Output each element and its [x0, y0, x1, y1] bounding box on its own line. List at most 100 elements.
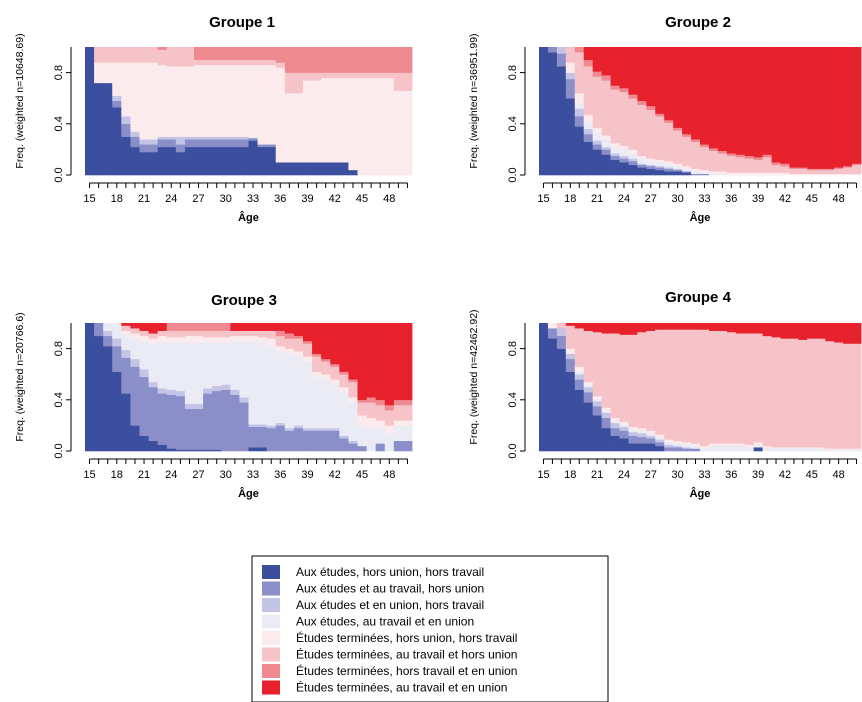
bar-segment — [852, 47, 862, 164]
bar-segment — [610, 435, 620, 452]
bar-segment — [574, 116, 585, 127]
bar-segment — [852, 343, 862, 449]
bar-segment — [339, 162, 349, 176]
bar-segment — [726, 172, 737, 176]
bar-segment — [266, 64, 277, 145]
bar-segment — [393, 425, 404, 442]
bar-segment — [655, 166, 665, 168]
bar-segment — [628, 435, 638, 444]
bar-segment — [212, 323, 222, 331]
bar-segment — [628, 158, 638, 162]
bar-segment — [682, 444, 692, 448]
bar-segment — [348, 379, 358, 383]
bar-segment — [601, 146, 611, 150]
bar-segment — [357, 402, 367, 416]
bar-segment — [148, 47, 159, 63]
bar-segment — [321, 379, 331, 429]
bar-segment — [691, 139, 701, 143]
bar-segment — [121, 393, 131, 452]
bar-segment — [852, 173, 862, 176]
bar-segment — [592, 331, 603, 397]
bar-segment — [547, 338, 558, 452]
bar-segment — [303, 323, 313, 342]
bar-segment — [852, 164, 862, 175]
bar-segment — [753, 159, 764, 173]
bar-segment — [130, 47, 140, 63]
bar-segment — [121, 330, 131, 335]
bar-segment — [194, 335, 204, 343]
bar-segment — [789, 448, 799, 452]
bar-segment — [610, 143, 620, 148]
bar-segment — [780, 163, 790, 167]
bar-segment — [212, 64, 222, 137]
bar-segment — [619, 430, 629, 439]
x-tick-label: 45 — [806, 193, 818, 205]
legend-label: Études terminées, hors union, hors trava… — [296, 630, 517, 645]
bar-segment — [682, 168, 692, 172]
bar-segment — [592, 47, 603, 72]
legend-swatch — [262, 631, 280, 645]
bar-segment — [248, 64, 258, 139]
bar-segment — [807, 47, 817, 169]
bar-segment — [248, 137, 258, 141]
bar-segment — [708, 150, 719, 172]
bar-segment — [583, 392, 594, 403]
bar-segment — [212, 330, 222, 338]
bar-segment — [834, 448, 844, 451]
bar-segment — [726, 153, 737, 157]
bar-segment — [357, 399, 367, 403]
bar-segment — [717, 445, 728, 452]
bar-segment — [121, 325, 131, 331]
bar-segment — [610, 427, 620, 436]
bar-segment — [807, 448, 817, 452]
bar-segment — [798, 323, 808, 340]
bar-segment — [112, 95, 122, 102]
bar-segment — [771, 47, 781, 163]
x-tick-label: 39 — [301, 469, 313, 481]
bar-segment — [700, 47, 710, 145]
bar-segment — [574, 93, 585, 104]
bar-segment — [726, 47, 737, 154]
bar-segment — [592, 323, 603, 333]
bar-segment — [194, 146, 204, 176]
bar-segment — [339, 47, 349, 73]
bar-segment — [592, 406, 603, 416]
bar-segment — [556, 47, 567, 54]
bar-segment — [94, 47, 104, 63]
bar-segment — [565, 323, 576, 326]
x-tick-label: 27 — [192, 193, 204, 205]
bar-segment — [230, 323, 240, 331]
bar-segment — [771, 447, 781, 449]
bar-segment — [601, 139, 611, 148]
bar-segment — [184, 47, 195, 67]
bar-segment — [130, 146, 140, 176]
bar-segment — [121, 116, 131, 125]
bar-segment — [266, 146, 277, 176]
x-tick-label: 15 — [537, 469, 549, 481]
bar-segment — [753, 323, 764, 334]
bar-segment — [592, 398, 603, 402]
bar-segment — [717, 150, 728, 154]
bar-segment — [655, 436, 665, 440]
bar-segment — [121, 136, 131, 176]
bar-segment — [375, 427, 386, 444]
bar-segment — [184, 335, 195, 343]
bar-segment — [691, 329, 701, 444]
bar-segment — [257, 64, 268, 145]
bar-segment — [339, 435, 349, 439]
bar-segment — [203, 323, 213, 331]
bar-segment — [691, 171, 701, 175]
x-axis-label: Âge — [690, 487, 711, 500]
bar-segment — [735, 323, 746, 334]
y-tick-label: 0.8 — [507, 341, 519, 356]
bar-segment — [203, 146, 213, 176]
bar-segment — [212, 47, 222, 61]
bar-segment — [628, 153, 638, 159]
bar-segment — [717, 47, 728, 151]
bar-segment — [366, 77, 377, 176]
bar-segment — [266, 59, 277, 66]
bar-segment — [312, 427, 322, 431]
bar-segment — [384, 425, 395, 434]
bar-segment — [303, 80, 313, 163]
bar-segment — [194, 403, 204, 410]
